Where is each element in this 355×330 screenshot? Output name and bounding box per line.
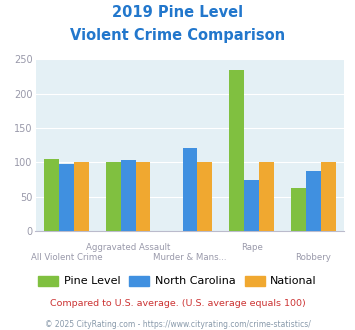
Legend: Pine Level, North Carolina, National: Pine Level, North Carolina, National xyxy=(34,271,321,291)
Bar xyxy=(291,188,306,231)
Bar xyxy=(121,160,136,231)
Text: All Violent Crime: All Violent Crime xyxy=(31,253,102,262)
Text: Rape: Rape xyxy=(241,243,263,251)
Bar xyxy=(59,164,74,231)
Text: © 2025 CityRating.com - https://www.cityrating.com/crime-statistics/: © 2025 CityRating.com - https://www.city… xyxy=(45,320,310,329)
Text: 2019 Pine Level: 2019 Pine Level xyxy=(112,5,243,20)
Bar xyxy=(106,162,121,231)
Bar xyxy=(321,162,336,231)
Text: Robbery: Robbery xyxy=(295,253,332,262)
Text: Violent Crime Comparison: Violent Crime Comparison xyxy=(70,28,285,43)
Text: Compared to U.S. average. (U.S. average equals 100): Compared to U.S. average. (U.S. average … xyxy=(50,299,305,308)
Bar xyxy=(44,159,59,231)
Bar xyxy=(74,162,89,231)
Bar xyxy=(182,148,197,231)
Bar xyxy=(306,171,321,231)
Bar xyxy=(197,162,212,231)
Bar xyxy=(244,180,259,231)
Bar xyxy=(229,70,244,231)
Bar xyxy=(259,162,274,231)
Text: Aggravated Assault: Aggravated Assault xyxy=(86,243,170,251)
Bar xyxy=(136,162,151,231)
Text: Murder & Mans...: Murder & Mans... xyxy=(153,253,227,262)
